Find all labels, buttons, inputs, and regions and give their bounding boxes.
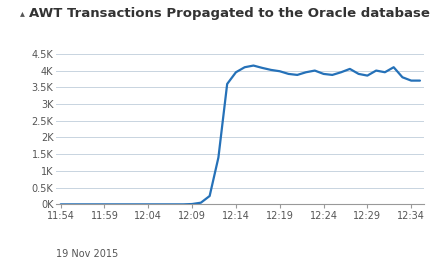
Text: ▴: ▴ xyxy=(19,8,24,18)
Text: 19 Nov 2015: 19 Nov 2015 xyxy=(56,249,119,259)
Text: AWT Transactions Propagated to the Oracle database: AWT Transactions Propagated to the Oracl… xyxy=(29,7,430,20)
